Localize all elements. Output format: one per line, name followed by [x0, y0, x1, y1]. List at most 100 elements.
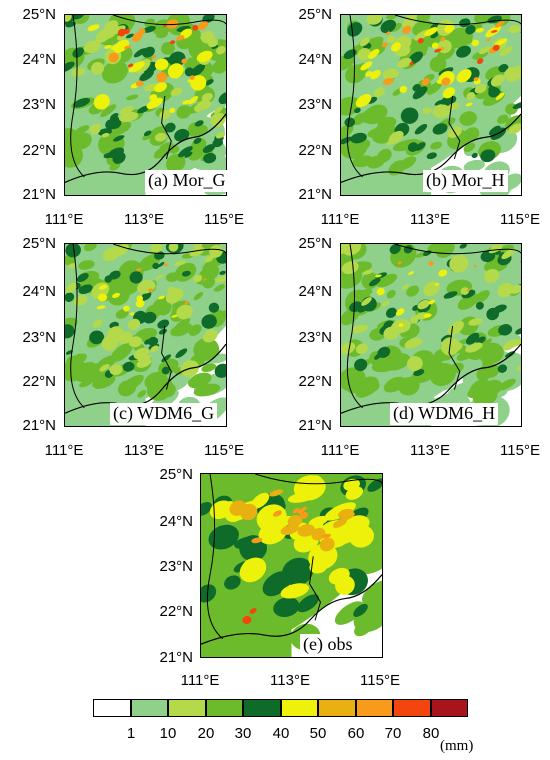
colorbar-label: 20 [197, 725, 215, 742]
rain-patch [423, 313, 432, 318]
rain-patch [104, 335, 120, 345]
rain-patch [341, 367, 366, 392]
rain-patch [424, 27, 438, 37]
rain-patch [498, 63, 509, 73]
rain-patch [201, 501, 212, 517]
rain-patch [366, 474, 382, 486]
rain-patch [202, 144, 216, 153]
lon-tick: 111°E [320, 442, 360, 459]
rain-patch [502, 339, 517, 351]
lat-tick: 25°N [298, 6, 332, 23]
rain-patch [154, 82, 167, 93]
river [161, 325, 172, 390]
panel-label-b: (b) Mor_H [423, 170, 508, 192]
lat-tick: 25°N [22, 6, 56, 23]
colorbar-box [393, 699, 431, 717]
lat-tick: 24°N [298, 51, 332, 68]
rain-patch [463, 142, 476, 153]
rain-patch [434, 48, 442, 53]
rain-patch [65, 358, 82, 378]
rain-patch [174, 260, 187, 266]
rain-patch [212, 138, 224, 148]
rain-patch [83, 244, 97, 252]
lat-tick: 23°N [159, 558, 193, 575]
panel-label-c: (c) WDM6_G [110, 403, 218, 425]
rain-patch [343, 49, 357, 60]
rain-patch [164, 122, 176, 133]
rain-patch [169, 40, 176, 45]
rain-patch [516, 364, 521, 371]
colorbar-box [356, 699, 393, 717]
rain-patch [478, 46, 491, 55]
rain-patch [367, 380, 380, 392]
province-border [394, 15, 521, 33]
rain-patch [65, 282, 78, 294]
rain-patch [193, 383, 221, 397]
rain-patch [113, 135, 125, 142]
rain-patch [497, 114, 509, 124]
rain-patch [507, 320, 521, 336]
rain-patch [175, 348, 188, 358]
colorbar-label: 10 [159, 725, 177, 742]
rain-patch [79, 379, 93, 388]
rain-patch [488, 125, 501, 136]
rain-patch [437, 367, 452, 377]
rain-patch [210, 112, 226, 128]
lon-tick: 111°E [44, 442, 84, 459]
rain-patch [428, 299, 435, 305]
rain-patch [297, 594, 320, 613]
rain-patch [398, 376, 420, 396]
lon-tick: 115°E [500, 442, 540, 459]
rain-patch [156, 72, 168, 83]
rain-patch [443, 310, 462, 324]
rain-patch [478, 342, 504, 365]
rain-patch [89, 330, 105, 345]
rain-patch [124, 28, 130, 35]
province-border [394, 244, 521, 263]
rain-patch [459, 18, 471, 28]
rain-patch [152, 262, 160, 270]
rain-patch [125, 33, 134, 39]
rain-patch [203, 278, 207, 281]
rain-patch [488, 87, 500, 98]
rain-patch [103, 152, 114, 159]
rain-patch [386, 289, 396, 299]
rain-patch [196, 100, 212, 111]
rain-patch [406, 356, 423, 371]
rain-patch [299, 512, 309, 520]
rain-patch [72, 47, 84, 58]
rain-patch [109, 364, 123, 376]
rain-patch [410, 116, 418, 122]
rain-patch [219, 270, 226, 275]
rain-patch [129, 312, 135, 316]
rain-patch [498, 324, 513, 336]
panel-label-a: (a) Mor_G [145, 170, 229, 192]
rain-patch [486, 307, 500, 321]
rain-patch [215, 132, 226, 139]
lat-tick: 24°N [159, 513, 193, 530]
rain-patch [163, 263, 169, 267]
rain-patch [360, 61, 373, 71]
rain-patch [157, 261, 165, 268]
rain-patch [127, 318, 141, 331]
rain-patch [101, 132, 110, 138]
rain-patch [131, 32, 143, 42]
rain-patch [446, 31, 466, 47]
rain-patch [176, 104, 192, 119]
rain-patch [441, 77, 451, 86]
rain-patch [361, 297, 372, 306]
rain-patch [397, 57, 412, 68]
map-panel-d [340, 243, 522, 427]
rain-patch [157, 319, 170, 329]
rain-patch [430, 141, 442, 150]
rain-patch [249, 608, 257, 614]
lat-tick: 22°N [298, 373, 332, 390]
rain-patch [78, 284, 93, 295]
rain-patch [146, 97, 163, 109]
lat-tick: 25°N [298, 235, 332, 252]
rain-patch [484, 268, 500, 283]
coastline [65, 343, 226, 414]
rain-patch [407, 142, 419, 152]
rain-patch [406, 285, 420, 297]
coastline [201, 574, 382, 645]
